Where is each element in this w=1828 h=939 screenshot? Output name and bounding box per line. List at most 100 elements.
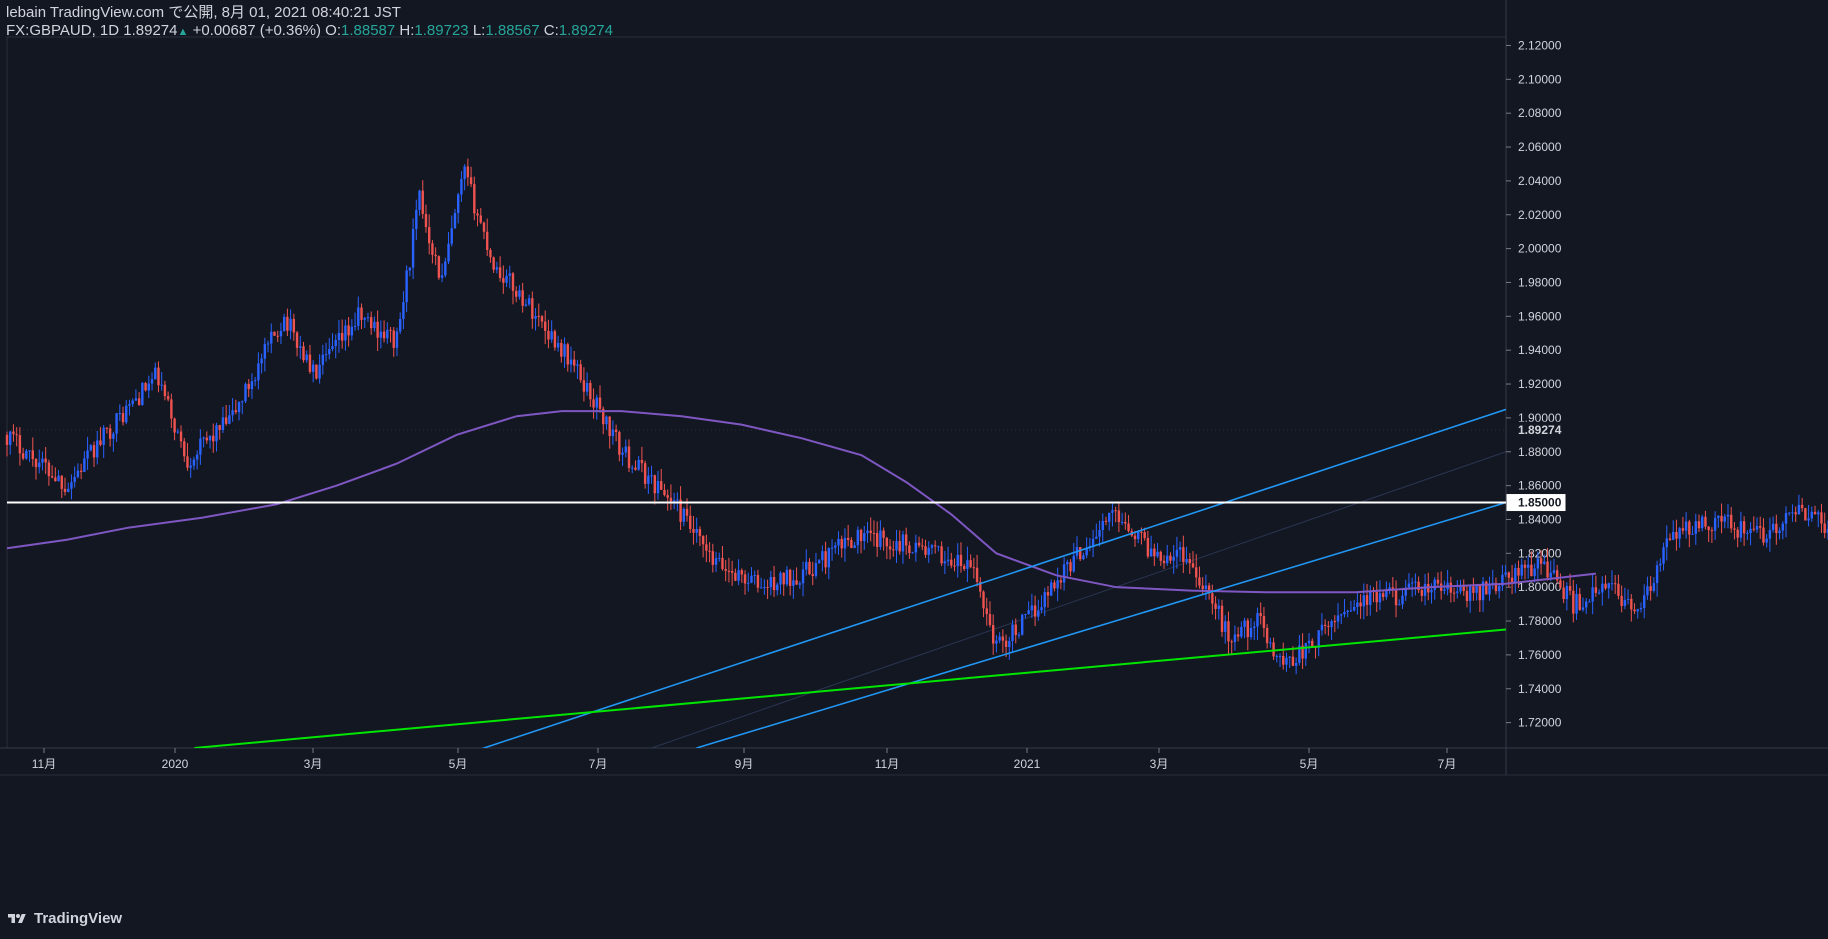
candle-body (1137, 531, 1140, 540)
candle-body (972, 567, 976, 569)
candle-body (573, 359, 576, 366)
candle-body (988, 614, 992, 626)
candle-body (1707, 526, 1710, 531)
brand-name: TradingView (34, 910, 123, 927)
candle-body (205, 437, 209, 441)
support-line[interactable] (194, 628, 1506, 749)
candle-body (821, 551, 824, 561)
candle-body (692, 528, 695, 533)
candle-body (1781, 523, 1784, 531)
candle-body (1195, 567, 1198, 578)
candle-body (1562, 587, 1565, 600)
candle-body (1298, 645, 1301, 663)
candle-body (18, 435, 22, 454)
candle-body (1636, 609, 1639, 612)
tradingview-brand[interactable]: TradingView (6, 910, 122, 927)
candle-body (1701, 516, 1704, 529)
candle-body (1378, 593, 1382, 603)
candle-body (643, 463, 647, 484)
candle-body (1823, 523, 1826, 533)
candle-body (1369, 591, 1372, 605)
candle-body (921, 545, 924, 547)
candle-body (953, 565, 956, 567)
y-tick-label: 1.94000 (1518, 343, 1562, 357)
candle-body (154, 367, 157, 380)
candle-body (605, 416, 608, 425)
candle-body (1472, 586, 1475, 593)
symbol-label[interactable]: FX:GBPAUD, 1D (6, 22, 120, 39)
candle-body (505, 275, 508, 283)
candle-body (962, 566, 966, 569)
candle-body (747, 582, 750, 584)
candle-body (1288, 656, 1291, 658)
candle-body (44, 458, 47, 463)
candle-body (1584, 601, 1588, 608)
candle-body (808, 561, 811, 575)
candle-body (183, 441, 186, 457)
candle-body (1236, 634, 1240, 637)
candle-body (1201, 585, 1204, 590)
candle-body (108, 428, 112, 439)
candle-body (1684, 521, 1688, 531)
candle-body (360, 307, 363, 320)
candle-body (118, 413, 121, 415)
tradingview-logo-icon (8, 913, 26, 923)
candle-body (179, 431, 183, 442)
x-tick-label: 3月 (304, 757, 323, 771)
candle-body (1646, 586, 1649, 596)
candle-body (1304, 643, 1308, 659)
candle-body (1800, 504, 1804, 509)
candle-body (1494, 582, 1498, 592)
candle-body (340, 332, 344, 341)
candle-body (1091, 538, 1095, 547)
candle-body (366, 317, 370, 319)
candle-body (1140, 531, 1143, 533)
candle-body (1572, 590, 1575, 614)
last-price: 1.89274 (123, 22, 178, 39)
candle-body (1356, 602, 1359, 607)
candle-body (1723, 516, 1726, 522)
candle-body (141, 382, 144, 405)
candle-body (1323, 624, 1327, 626)
candle-body (576, 364, 579, 366)
candle-body (679, 499, 682, 522)
x-tick-label: 11月 (875, 757, 899, 771)
candle-body (121, 413, 125, 423)
candle-body (1688, 521, 1691, 535)
x-tick-label: 2021 (1014, 757, 1041, 771)
candle-body (585, 382, 589, 392)
candle-body (991, 625, 995, 644)
y-tick-label: 2.12000 (1518, 38, 1562, 52)
last-price-label-box (1506, 421, 1566, 439)
candle-body (898, 541, 901, 552)
channel-upper-line[interactable] (382, 408, 1506, 781)
candle-body (1346, 610, 1349, 612)
candle-body (1185, 558, 1188, 563)
channel-lower-line[interactable] (696, 501, 1506, 748)
candle-body (295, 332, 299, 348)
candle-body (666, 495, 669, 498)
candle-body (1249, 627, 1253, 638)
candle-body (940, 546, 943, 564)
candle-body (328, 348, 331, 355)
candle-body (234, 410, 238, 413)
candle-body (1282, 655, 1285, 665)
candle-body (1784, 513, 1788, 524)
y-tick-label: 1.96000 (1518, 309, 1562, 323)
candle-body (1443, 589, 1446, 591)
candle-body (637, 459, 640, 470)
candle-body (308, 354, 312, 372)
candle-body (1175, 549, 1179, 557)
candle-body (402, 302, 405, 319)
candle-body (1143, 532, 1146, 539)
candle-body (31, 450, 34, 459)
candle-body (479, 215, 482, 223)
candle-body (321, 354, 325, 365)
candle-body (1365, 595, 1369, 605)
candle-body (1046, 592, 1050, 596)
candle-body (1275, 656, 1279, 658)
candle-body (779, 572, 782, 585)
candle-body (434, 254, 437, 257)
candle-body (170, 399, 173, 419)
